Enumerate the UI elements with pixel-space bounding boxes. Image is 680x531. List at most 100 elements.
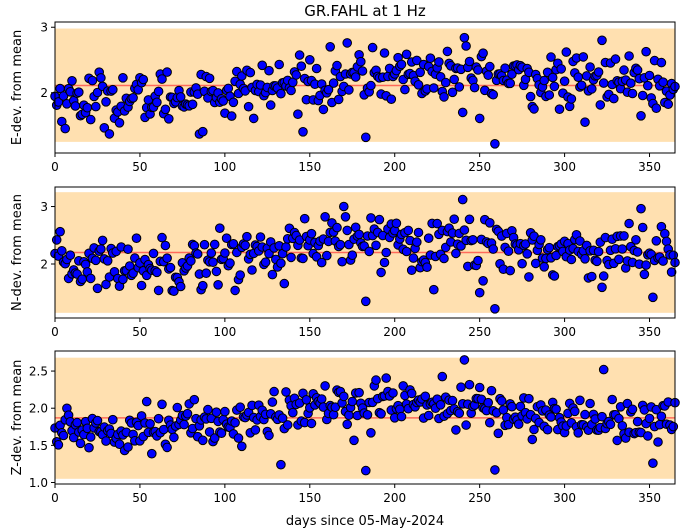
data-point [276,459,286,470]
data-point [578,52,589,62]
data-point [213,280,223,290]
data-point [325,42,336,52]
data-point [474,382,485,393]
data-point [573,72,584,82]
data-point [457,107,468,118]
data-point [281,242,291,252]
data-point [429,284,439,295]
data-point [104,129,115,139]
data-point [544,90,555,100]
panel-n-frame [54,186,676,319]
data-point [556,64,567,74]
data-point [276,258,286,269]
data-point [566,94,577,104]
data-point [209,433,220,443]
data-point [281,387,291,397]
panel-e-ylabel: E-dev. from mean [10,30,25,145]
x-tick-label: 50 [132,491,147,505]
data-point [136,280,147,291]
y-tick-label: 2.0 [29,402,48,416]
data-point [520,239,531,249]
data-point [123,244,133,254]
data-point [459,355,470,365]
data-point [598,271,609,281]
data-point [316,257,327,268]
data-point [624,218,634,229]
data-point [242,231,252,242]
data-point [342,225,353,236]
data-point [58,430,69,441]
data-point [282,420,293,430]
data-point [627,404,638,415]
data-point [575,236,585,246]
data-point [656,411,667,422]
panel-e: 0 50 100 150 200 250 300 350 23 E-dev. from mea… [10,21,680,174]
panel-n-y-ticks: 23 [40,200,55,271]
data-point [593,246,604,257]
data-point [228,239,239,249]
data-point [637,90,648,101]
data-point [442,46,453,57]
data-point [651,236,662,246]
data-point [199,239,210,250]
data-point [503,246,514,256]
panel-z: 0 50 100 150 200 250 300 350 1.0 1.5 2.0 2.5 Z-dev… [10,350,680,505]
data-point [454,408,465,419]
data-point [432,218,443,229]
data-point [179,419,189,430]
data-point [658,77,668,87]
data-point [361,296,371,307]
x-tick-label: 50 [132,160,147,174]
data-point [322,250,332,261]
data-point [632,65,643,75]
data-point [157,399,167,410]
x-tick-label: 0 [51,491,59,505]
data-point [316,394,327,404]
data-point [490,139,500,149]
data-point [85,273,96,284]
data-point [459,225,470,235]
panel-e-x-ticks: 0 50 100 150 200 250 300 350 [51,153,661,174]
data-point [361,132,371,143]
data-point [264,430,274,441]
y-tick-label: 2 [40,257,48,271]
data-point [279,278,290,289]
data-point [157,232,167,243]
data-point [240,240,250,251]
data-point [248,113,259,124]
data-point [160,104,171,115]
data-point [580,409,590,420]
data-point [218,96,228,106]
data-point [169,432,179,443]
panel-z-x-ticks: 0 50 100 150 200 250 300 350 [51,484,661,505]
data-point [92,87,103,98]
data-point [337,256,347,267]
data-point [237,441,247,452]
data-point [515,401,526,412]
data-point [233,433,244,443]
data-point [412,237,422,247]
data-point [386,94,397,104]
data-point [566,254,577,265]
data-point [585,398,595,409]
data-point [172,402,183,413]
data-point [451,425,461,435]
data-point [87,75,98,86]
data-point [165,262,176,273]
data-point [551,250,561,261]
data-point [51,235,62,245]
data-point [118,274,128,285]
data-point [643,80,653,91]
data-point [474,113,485,124]
data-point [570,406,580,417]
data-point [204,427,215,437]
data-point [216,428,227,439]
data-point [627,88,638,99]
data-point [485,61,495,72]
data-point [354,387,364,398]
data-point [298,253,308,264]
data-point [513,419,524,430]
data-point [641,260,651,270]
data-point [580,253,590,264]
